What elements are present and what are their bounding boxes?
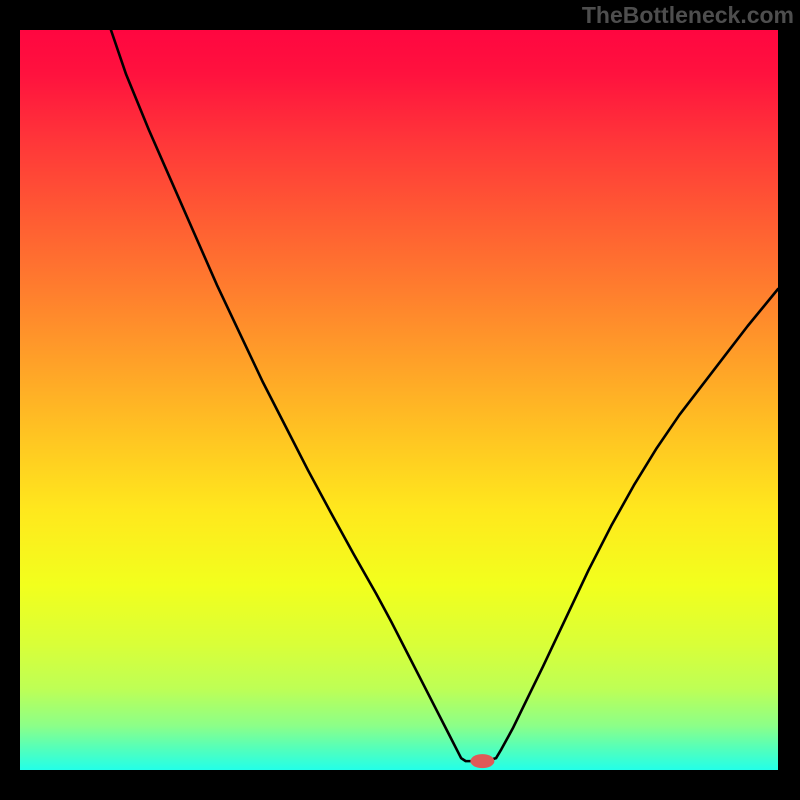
plot-gradient-background	[20, 30, 778, 770]
watermark-text: TheBottleneck.com	[582, 2, 794, 29]
bottleneck-chart: TheBottleneck.com	[0, 0, 800, 800]
optimum-marker	[470, 754, 494, 768]
chart-canvas	[0, 0, 800, 800]
